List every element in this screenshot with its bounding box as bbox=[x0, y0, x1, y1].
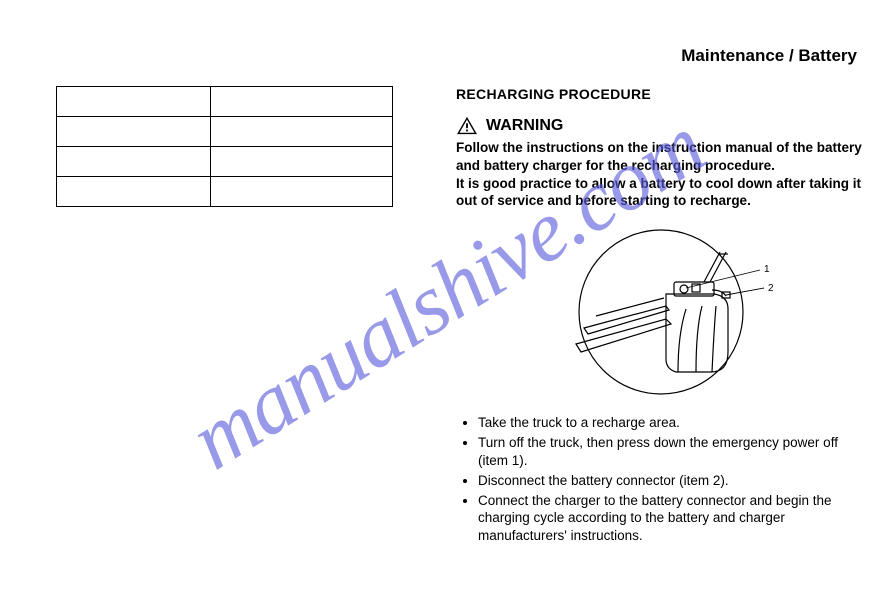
table-row bbox=[57, 117, 393, 147]
warning-body: Follow the instructions on the instructi… bbox=[456, 139, 866, 210]
data-table bbox=[56, 86, 393, 207]
table-row bbox=[57, 147, 393, 177]
list-item: Take the truck to a recharge area. bbox=[478, 414, 866, 432]
truck-diagram: 1 2 bbox=[536, 224, 786, 400]
callout-2: 2 bbox=[768, 283, 774, 294]
table-row bbox=[57, 177, 393, 207]
page-title: Maintenance / Battery bbox=[681, 46, 857, 66]
list-item: Turn off the truck, then press down the … bbox=[478, 434, 866, 470]
list-item: Disconnect the battery connector (item 2… bbox=[478, 472, 866, 490]
section-title: RECHARGING PROCEDURE bbox=[456, 86, 866, 102]
step-list: Take the truck to a recharge area. Turn … bbox=[456, 414, 866, 545]
warning-label: WARNING bbox=[486, 117, 563, 135]
warning-icon bbox=[456, 116, 478, 135]
warning-header: WARNING bbox=[456, 116, 866, 135]
table-row bbox=[57, 87, 393, 117]
list-item: Connect the charger to the battery conne… bbox=[478, 492, 866, 545]
content-column: RECHARGING PROCEDURE WARNING Follow the … bbox=[456, 86, 866, 547]
callout-1: 1 bbox=[764, 264, 770, 275]
diagram-container: 1 2 bbox=[456, 224, 866, 400]
